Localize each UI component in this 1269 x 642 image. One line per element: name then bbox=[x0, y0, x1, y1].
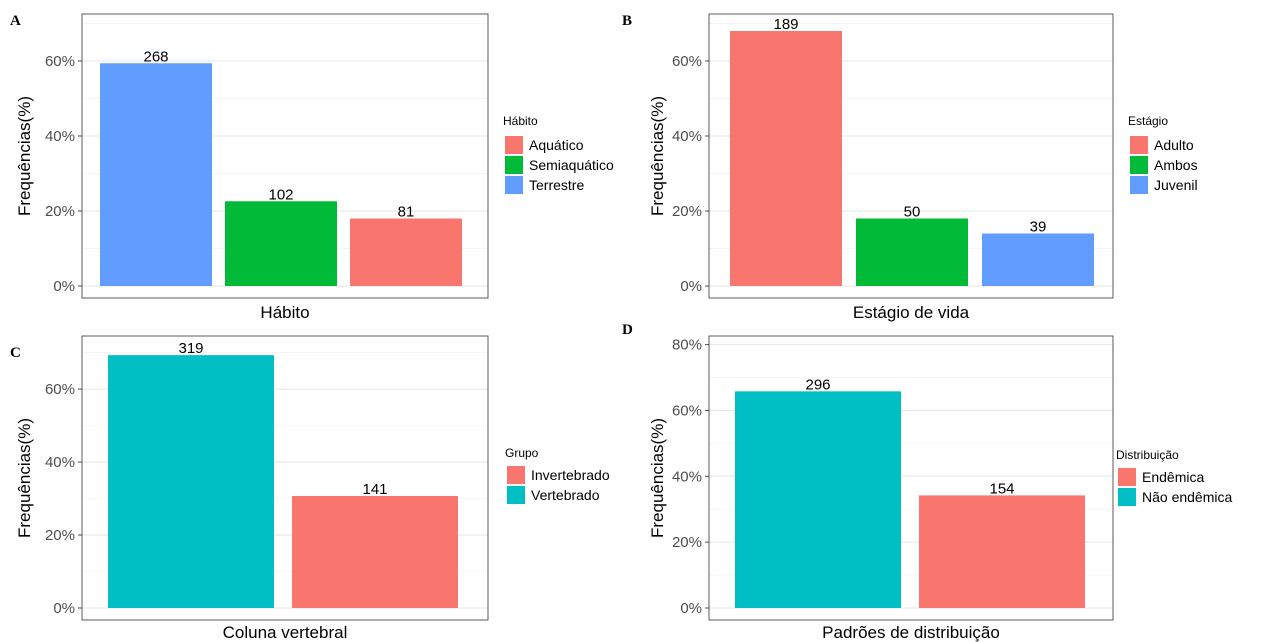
y-tick-label: 0% bbox=[680, 600, 702, 617]
panel-border bbox=[708, 13, 1114, 299]
x-axis-title: Coluna vertebral bbox=[223, 623, 348, 642]
bar-endêmica bbox=[919, 495, 1085, 608]
panel-b: B 0% 20% 40% 60% 189 50 39 Estágio de vida Frequê… bbox=[622, 13, 1198, 322]
legend-title: Estágio bbox=[1128, 114, 1168, 128]
x-axis-title: Estágio de vida bbox=[853, 303, 970, 322]
bar-vertebrado bbox=[108, 355, 274, 608]
legend-swatch bbox=[1130, 136, 1148, 154]
bar-count-label: 50 bbox=[904, 204, 921, 221]
legend: Hábito Aquático Semiaquático Terrestre bbox=[503, 114, 614, 194]
bar-count-label: 81 bbox=[398, 204, 415, 221]
bar-ambos bbox=[856, 218, 968, 286]
legend: Estágio Adulto Ambos Juvenil bbox=[1128, 114, 1198, 194]
legend-swatch bbox=[1118, 468, 1136, 486]
x-axis-title: Padrões de distribuição bbox=[822, 623, 1000, 642]
y-tick-label: 20% bbox=[672, 203, 702, 220]
bar-count-label: 39 bbox=[1030, 219, 1047, 236]
y-axis-title: Frequências(%) bbox=[15, 418, 34, 538]
y-tick-label: 40% bbox=[672, 128, 702, 145]
legend-swatch bbox=[507, 486, 525, 504]
bar-count-label: 154 bbox=[989, 480, 1014, 497]
panel-border bbox=[81, 13, 489, 299]
panel-border bbox=[81, 335, 489, 621]
y-tick-label: 0% bbox=[53, 278, 75, 295]
y-tick-label: 60% bbox=[45, 53, 75, 70]
legend-swatch bbox=[507, 466, 525, 484]
legend-swatch bbox=[1130, 176, 1148, 194]
bar-adulto bbox=[730, 31, 842, 286]
legend-swatch bbox=[505, 156, 523, 174]
bar-count-label: 268 bbox=[143, 48, 168, 65]
panel-letter: A bbox=[10, 13, 21, 29]
legend-swatch bbox=[1130, 156, 1148, 174]
bar-invertebrado bbox=[292, 495, 458, 608]
legend-label: Ambos bbox=[1154, 157, 1198, 173]
legend-swatch bbox=[1118, 488, 1136, 506]
x-axis-title: Hábito bbox=[260, 303, 309, 322]
y-tick-label: 40% bbox=[672, 468, 702, 485]
legend-label: Invertebrado bbox=[531, 467, 610, 483]
legend-label: Adulto bbox=[1154, 137, 1194, 153]
panel-a: A 0% 20% 40% 60% 268 102 81 Hábito Frequências(%)… bbox=[10, 13, 614, 322]
bar-semiaquático bbox=[225, 201, 337, 286]
bar-terrestre bbox=[100, 63, 212, 286]
y-tick-label: 60% bbox=[672, 53, 702, 70]
bar-count-label: 189 bbox=[773, 16, 798, 33]
legend-title: Hábito bbox=[503, 114, 538, 128]
bar-count-label: 319 bbox=[178, 340, 203, 357]
y-tick-label: 20% bbox=[672, 534, 702, 551]
bar-aquático bbox=[350, 218, 462, 286]
legend: Distribuição Endêmica Não endêmica bbox=[1116, 448, 1232, 506]
legend-label: Aquático bbox=[529, 137, 584, 153]
panel-letter: C bbox=[10, 345, 21, 361]
panel-letter: B bbox=[622, 13, 632, 29]
y-tick-label: 20% bbox=[45, 527, 75, 544]
y-tick-label: 20% bbox=[45, 203, 75, 220]
legend-title: Grupo bbox=[505, 446, 539, 460]
legend-label: Vertebrado bbox=[531, 487, 600, 503]
y-tick-label: 80% bbox=[672, 337, 702, 354]
y-axis-title: Frequências(%) bbox=[648, 96, 667, 216]
panel-d: D 0% 20% 40% 60% 80% 296 154 Padrões de distribu… bbox=[622, 322, 1232, 642]
legend: Grupo Invertebrado Vertebrado bbox=[505, 446, 610, 504]
panel-border bbox=[708, 335, 1114, 621]
panel-c: C 0% 20% 40% 60% 319 141 Coluna vertebral Frequê… bbox=[10, 335, 610, 642]
y-axis-title: Frequências(%) bbox=[648, 418, 667, 538]
bar-não-endêmica bbox=[735, 391, 901, 608]
legend-swatch bbox=[505, 176, 523, 194]
legend-label: Não endêmica bbox=[1142, 489, 1232, 505]
legend-label: Terrestre bbox=[529, 177, 584, 193]
bar-juvenil bbox=[982, 233, 1094, 286]
legend-label: Juvenil bbox=[1154, 177, 1198, 193]
legend-title: Distribuição bbox=[1116, 448, 1179, 462]
legend-label: Semiaquático bbox=[529, 157, 614, 173]
bar-count-label: 296 bbox=[805, 376, 830, 393]
y-tick-label: 60% bbox=[672, 402, 702, 419]
legend-swatch bbox=[505, 136, 523, 154]
y-tick-label: 40% bbox=[45, 128, 75, 145]
panel-letter: D bbox=[622, 322, 633, 338]
y-tick-label: 60% bbox=[45, 381, 75, 398]
y-tick-label: 0% bbox=[53, 600, 75, 617]
y-tick-label: 40% bbox=[45, 454, 75, 471]
legend-label: Endêmica bbox=[1142, 469, 1204, 485]
y-axis-title: Frequências(%) bbox=[15, 96, 34, 216]
y-tick-label: 0% bbox=[680, 278, 702, 295]
bar-count-label: 102 bbox=[268, 186, 293, 203]
bar-count-label: 141 bbox=[362, 481, 387, 498]
